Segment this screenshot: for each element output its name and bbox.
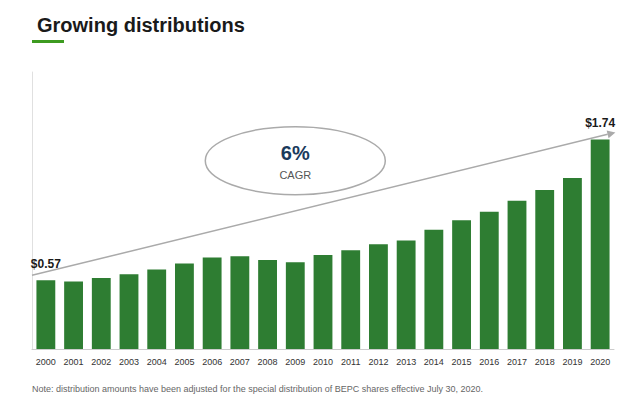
svg-text:2007: 2007	[230, 357, 250, 367]
svg-text:2004: 2004	[147, 357, 167, 367]
svg-text:2013: 2013	[396, 357, 416, 367]
svg-text:2005: 2005	[174, 357, 194, 367]
svg-text:2000: 2000	[36, 357, 56, 367]
svg-text:6%: 6%	[281, 142, 310, 164]
svg-text:$0.57: $0.57	[30, 257, 61, 272]
svg-text:2020: 2020	[590, 357, 610, 367]
svg-text:2017: 2017	[507, 357, 527, 367]
svg-text:Note: distribution amounts hav: Note: distribution amounts have been adj…	[32, 384, 483, 394]
svg-text:2015: 2015	[452, 357, 472, 367]
svg-text:$1.74: $1.74	[585, 116, 615, 130]
svg-text:2016: 2016	[479, 357, 499, 367]
svg-text:2003: 2003	[119, 357, 139, 367]
svg-text:2010: 2010	[313, 357, 333, 367]
svg-text:2012: 2012	[368, 357, 388, 367]
svg-text:2008: 2008	[258, 357, 278, 367]
svg-text:2018: 2018	[535, 357, 555, 367]
svg-text:2002: 2002	[91, 357, 111, 367]
svg-text:2019: 2019	[562, 357, 582, 367]
svg-text:2011: 2011	[341, 357, 360, 367]
svg-text:2014: 2014	[424, 357, 444, 367]
svg-text:Growing distributions: Growing distributions	[37, 14, 245, 36]
svg-text:2001: 2001	[64, 357, 84, 367]
svg-text:CAGR: CAGR	[279, 169, 311, 181]
svg-text:2009: 2009	[285, 357, 305, 367]
svg-text:2006: 2006	[202, 357, 222, 367]
